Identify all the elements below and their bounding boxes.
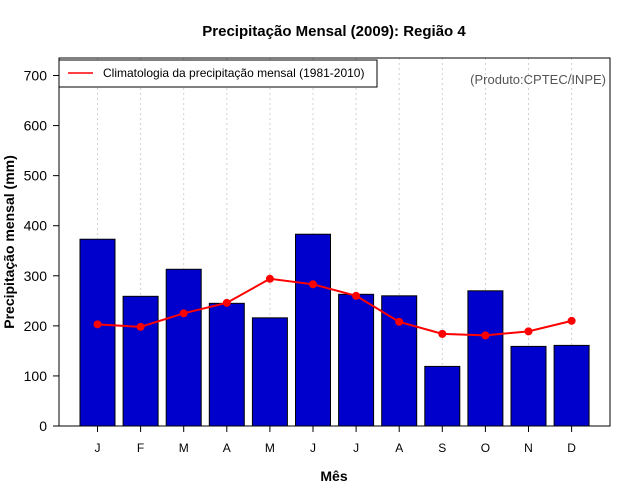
y-tick-label-100: 100 [24,368,48,384]
climatology-point-5 [309,280,317,289]
y-tick-label-400: 400 [24,218,48,234]
x-tick-label-6: J [353,441,359,455]
bar-A-3 [208,302,245,427]
plot-frame [58,57,611,427]
y-tick-label-300: 300 [24,268,48,284]
x-tick-label-8: S [438,441,446,455]
climatology-point-11 [567,316,576,325]
climatology-point-0 [93,320,102,329]
y-tick-label-500: 500 [24,168,48,184]
x-tick-label-0: J [95,441,101,455]
bar-N-10 [510,345,547,427]
x-tick-label-11: D [567,441,576,455]
bar-M-4 [251,317,288,427]
climatology-point-6 [352,291,361,300]
y-tick-label-0: 0 [39,418,47,434]
bar-A-7 [381,295,418,427]
climatology-point-8 [438,329,447,338]
bars [79,233,590,427]
x-tick-label-7: A [395,441,403,455]
climatology-point-2 [179,309,188,318]
x-tick-label-10: N [524,441,533,455]
climatology-point-9 [481,331,490,340]
y-tick-label-600: 600 [24,118,48,134]
bar-M-2 [165,268,202,427]
bar-S-8 [424,365,461,427]
x-tick-label-1: F [137,441,144,455]
credit-text: (Produto:CPTEC/INPE) [470,72,606,87]
bar-J-0 [79,238,116,427]
climatology-point-1 [136,322,145,331]
climatology-point-7 [395,317,404,326]
bar-J-5 [295,233,331,427]
x-tick-label-4: M [265,441,275,455]
chart-title: Precipitação Mensal (2009): Região 4 [202,23,466,40]
bar-O-9 [467,290,504,427]
legend: Climatologia da precipitação mensal (198… [58,59,378,88]
legend-label-climatology: Climatologia da precipitação mensal (198… [103,66,364,80]
climatology-line [97,277,572,337]
x-axis-title: Mês [320,468,347,484]
climatology-point-10 [524,327,533,336]
y-axis-title: Precipitação mensal (mm) [1,155,17,329]
y-tick-label-200: 200 [24,318,48,334]
x-tick-label-3: A [223,441,231,455]
bar-J-6 [338,293,375,427]
bar-F-1 [122,295,159,427]
climatology-point-4 [265,274,274,283]
y-axis: 0 100 200 300 400 500 600 700 [24,68,59,434]
x-tick-label-9: O [481,441,490,455]
climatology-line-series [93,274,576,340]
x-tick-label-5: J [310,441,316,455]
x-tick-label-2: M [179,441,189,455]
bar-D-11 [553,344,590,427]
legend-box [58,59,378,88]
y-tick-label-700: 700 [24,68,48,84]
climatology-point-3 [222,298,231,307]
